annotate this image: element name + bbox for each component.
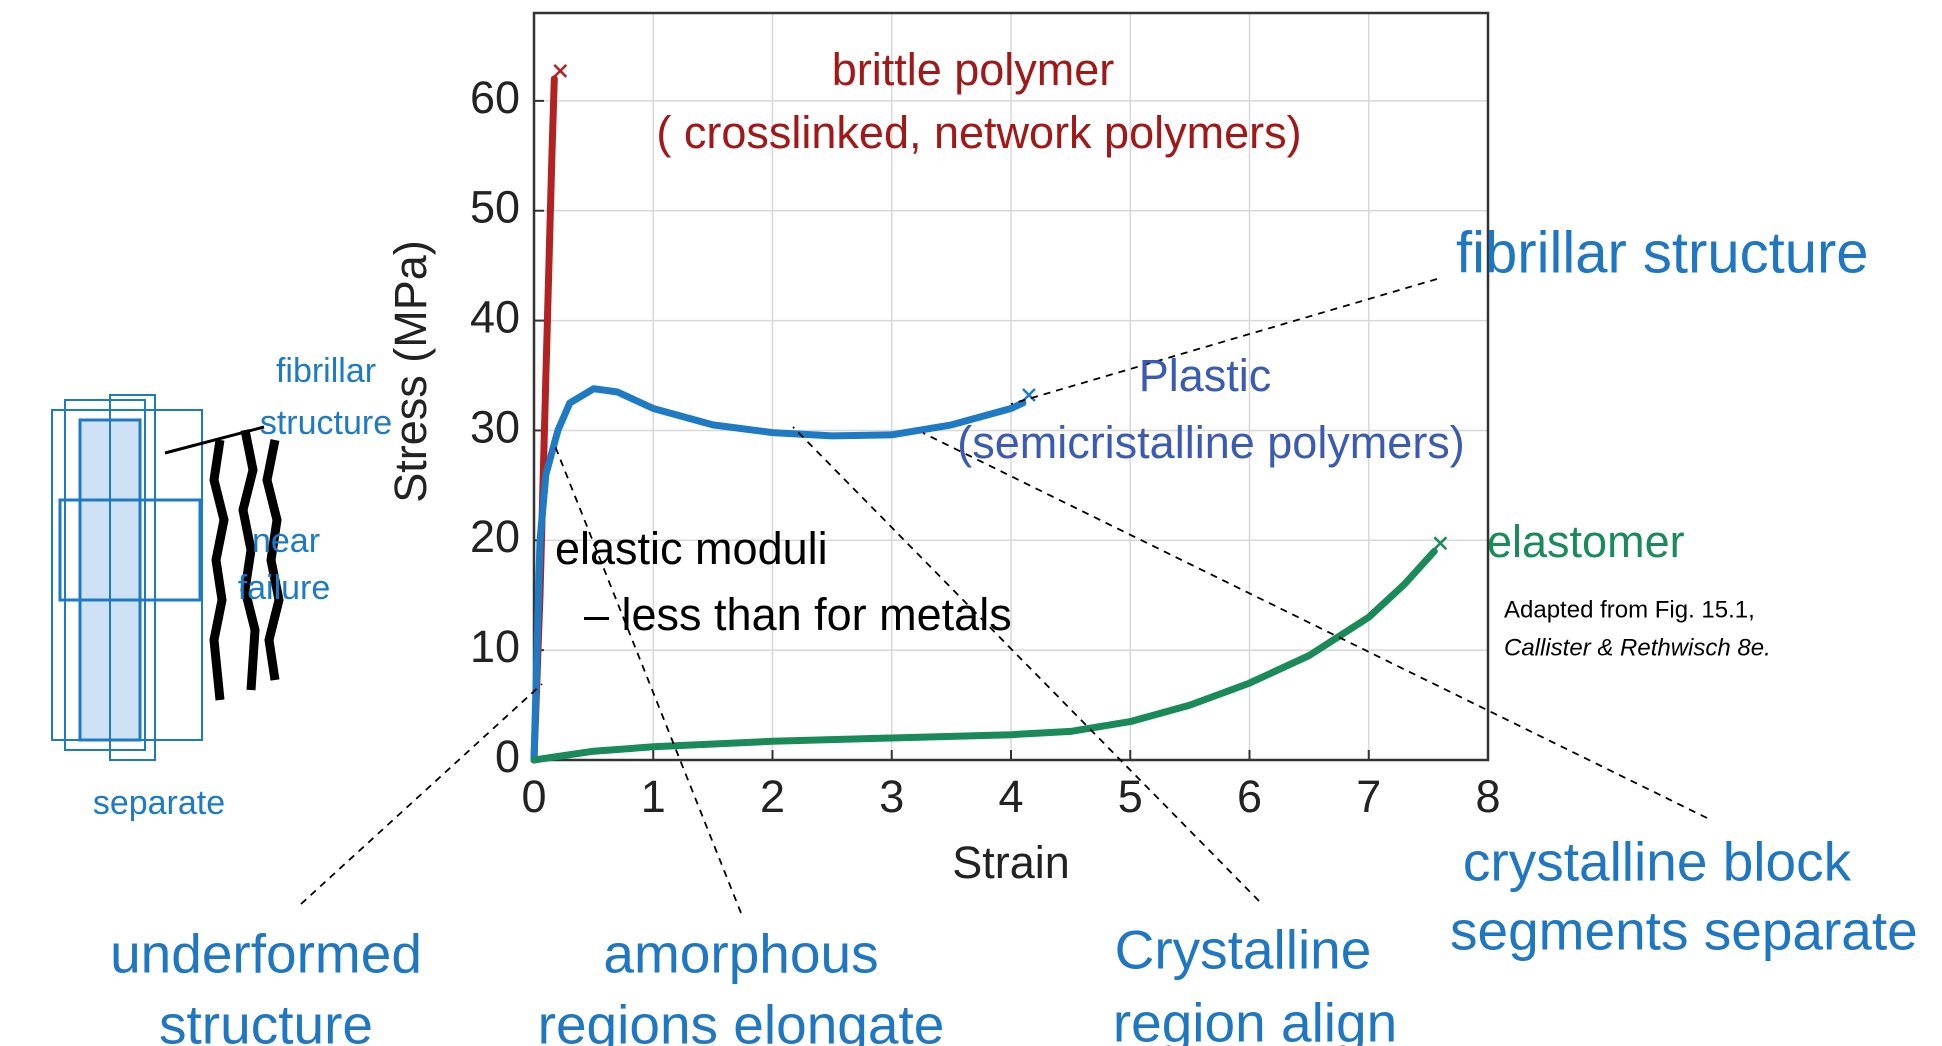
annotation: fibrillar structure [1456,220,1869,285]
y-tick-label: 50 [470,182,520,233]
slide: fibrillar structure near failure separat… [0,0,1942,1046]
diagram-label: separate [93,784,225,822]
diagram-chains [214,430,279,700]
annotation: – less than for metals [584,589,1012,640]
pointer-line [301,684,542,904]
annotation: underformed [110,923,422,985]
y-tick-label: 0 [495,731,520,782]
annotation: crystalline block [1463,831,1852,893]
annotation: ( crosslinked, network polymers) [656,107,1301,158]
annotation: segments separate [1450,900,1918,962]
y-tick-label: 40 [470,291,520,342]
source-note: Adapted from Fig. 15.1, [1504,596,1755,623]
source-note: Callister & Rethwisch 8e. [1504,634,1771,661]
y-tick-label: 10 [470,621,520,672]
series-name: Plastic [1139,350,1272,401]
diagram-label: structure [260,404,392,442]
x-tick-label: 2 [760,771,785,822]
left-diagram: fibrillar structure near failure separat… [52,352,392,822]
x-tick-label: 0 [521,771,546,822]
y-tick-label: 20 [470,511,520,562]
x-tick-label: 8 [1475,771,1500,822]
annotation: Crystalline [1115,919,1372,981]
diagram-label: failure [238,569,331,607]
x-tick-label: 4 [998,771,1023,822]
y-axis-label: Stress (MPa) [385,240,436,503]
series-name: elastomer [1487,516,1685,567]
annotation: structure [159,994,373,1046]
x-axis-label: Strain [952,837,1070,888]
y-tick-label: 60 [470,72,520,123]
diagram-label: near [252,522,320,560]
y-tick-label: 30 [470,401,520,452]
x-tick-label: 1 [641,771,666,822]
annotation: amorphous [603,923,878,985]
series-name: brittle polymer [832,44,1115,95]
x-tick-label: 7 [1356,771,1381,822]
annotation: regions elongate [538,994,945,1046]
x-tick-label: 6 [1237,771,1262,822]
annotation: region align [1113,992,1397,1046]
diagram-label: fibrillar [276,352,376,390]
x-tick-label: 3 [879,771,904,822]
annotation: (semicristalline polymers) [957,417,1465,468]
